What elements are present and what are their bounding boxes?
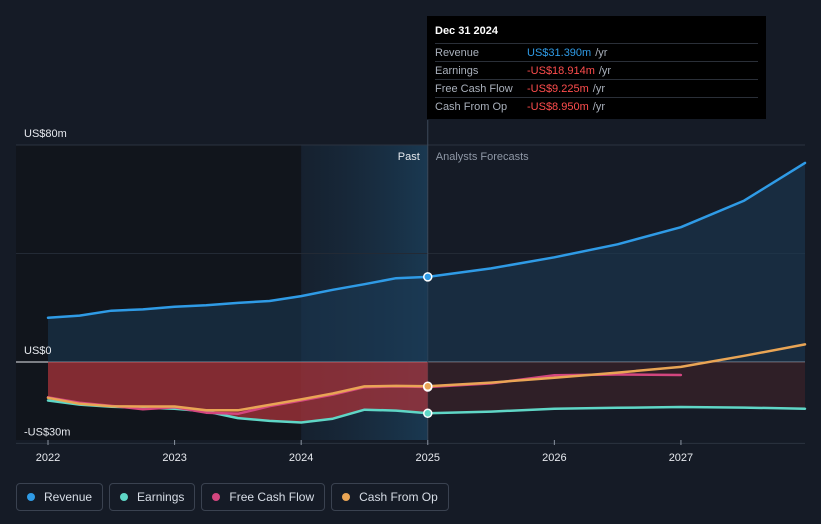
y-tick-label: -US$30m <box>24 426 70 438</box>
tooltip-row-earnings: Earnings -US$18.914m /yr <box>435 61 758 79</box>
x-tick-label: 2027 <box>669 452 693 464</box>
tooltip-label: Earnings <box>435 64 479 77</box>
tooltip-unit: /yr <box>598 64 612 77</box>
earnings-dot-icon <box>120 493 129 501</box>
series-line-revenue <box>46 161 807 320</box>
tooltip-date: Dec 31 2024 <box>435 25 498 37</box>
tooltip-unit: /yr <box>592 100 605 113</box>
x-tick-label: 2026 <box>542 452 566 464</box>
y-tick-label: US$80m <box>24 128 67 140</box>
tooltip-unit: /yr <box>595 46 608 59</box>
free-cash-flow-dot-icon <box>212 493 221 501</box>
marker-cash-from-op <box>423 381 433 392</box>
past-label: Past <box>398 151 420 163</box>
revenue-area <box>48 162 805 362</box>
tooltip-label: Free Cash Flow <box>435 82 513 95</box>
series-line-cash-from-op <box>46 343 807 412</box>
forecast-label: Analysts Forecasts <box>436 151 529 163</box>
tooltip-row-revenue: Revenue US$31.390m /yr <box>435 43 758 61</box>
x-tick-label: 2024 <box>289 452 313 464</box>
legend-label: Cash From Op <box>359 490 438 504</box>
earnings-forecast-area <box>427 362 805 414</box>
tooltip-row-cash-from-op: Cash From Op -US$8.950m /yr <box>435 97 758 115</box>
x-tick-label: 2022 <box>36 452 60 464</box>
legend-item-free-cash-flow[interactable]: Free Cash Flow <box>201 483 326 511</box>
revenue-dot-icon <box>27 493 35 501</box>
legend-item-revenue[interactable]: Revenue <box>16 483 104 511</box>
legend: Revenue Earnings Free Cash Flow Cash Fro… <box>16 483 449 511</box>
legend-label: Earnings <box>137 490 185 504</box>
x-tick-label: 2025 <box>416 452 440 464</box>
tooltip-label: Cash From Op <box>435 100 508 113</box>
marker-earnings <box>423 408 433 419</box>
legend-item-cash-from-op[interactable]: Cash From Op <box>331 483 449 511</box>
tooltip: Dec 31 2024 Revenue US$31.390m /yr Earni… <box>427 16 766 119</box>
legend-item-earnings[interactable]: Earnings <box>109 483 196 511</box>
tooltip-value: US$31.390m <box>527 46 592 59</box>
cash-from-op-dot-icon <box>342 493 351 501</box>
tooltip-label: Revenue <box>435 46 480 59</box>
tooltip-value: -US$18.914m <box>527 64 595 77</box>
legend-label: Revenue <box>44 490 93 504</box>
marker-revenue <box>423 272 433 282</box>
legend-label: Free Cash Flow <box>229 490 315 504</box>
tooltip-value: -US$8.950m <box>527 100 589 113</box>
tooltip-value: -US$9.225m <box>527 82 589 95</box>
x-tick-label: 2023 <box>162 452 186 464</box>
y-tick-label: US$0 <box>24 345 52 357</box>
tooltip-unit: /yr <box>592 82 605 95</box>
tooltip-row-free-cash-flow: Free Cash Flow -US$9.225m /yr <box>435 79 758 97</box>
